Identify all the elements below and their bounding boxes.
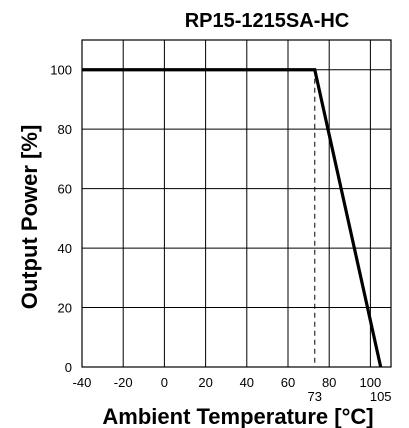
x-tick-label: 40 xyxy=(240,375,254,390)
x-tick-label: 20 xyxy=(198,375,212,390)
x-tick-label: -20 xyxy=(114,375,133,390)
x-tick-label: 80 xyxy=(322,375,336,390)
derating-curve xyxy=(82,68,383,368)
y-tick-label: 60 xyxy=(58,182,72,197)
x-tick-label: 0 xyxy=(161,375,168,390)
chart-title: RP15-1215SA-HC xyxy=(185,10,350,32)
y-tick-labels: 0 20 40 60 80 100 xyxy=(50,63,72,375)
annotation-label: 105 xyxy=(370,389,392,404)
y-tick-label: 20 xyxy=(58,301,72,316)
plot-area xyxy=(81,39,392,368)
y-tick-label: 40 xyxy=(58,241,72,256)
annotation-label: 73 xyxy=(308,389,322,404)
x-axis-label: Ambient Temperature [°C] xyxy=(102,404,373,428)
series-layer xyxy=(82,68,383,368)
y-tick-label: 100 xyxy=(50,63,72,78)
y-tick-label: 80 xyxy=(58,122,72,137)
y-tick-label: 0 xyxy=(65,360,72,375)
x-tick-label: 60 xyxy=(281,375,295,390)
y-axis-label: Output Power [%] xyxy=(17,125,42,310)
x-tick-label: -40 xyxy=(73,375,92,390)
x-tick-labels: -40 -20 0 20 40 60 80 100 xyxy=(73,375,382,390)
annotation-labels: 73 105 xyxy=(308,389,392,404)
x-tick-label: 100 xyxy=(360,375,382,390)
